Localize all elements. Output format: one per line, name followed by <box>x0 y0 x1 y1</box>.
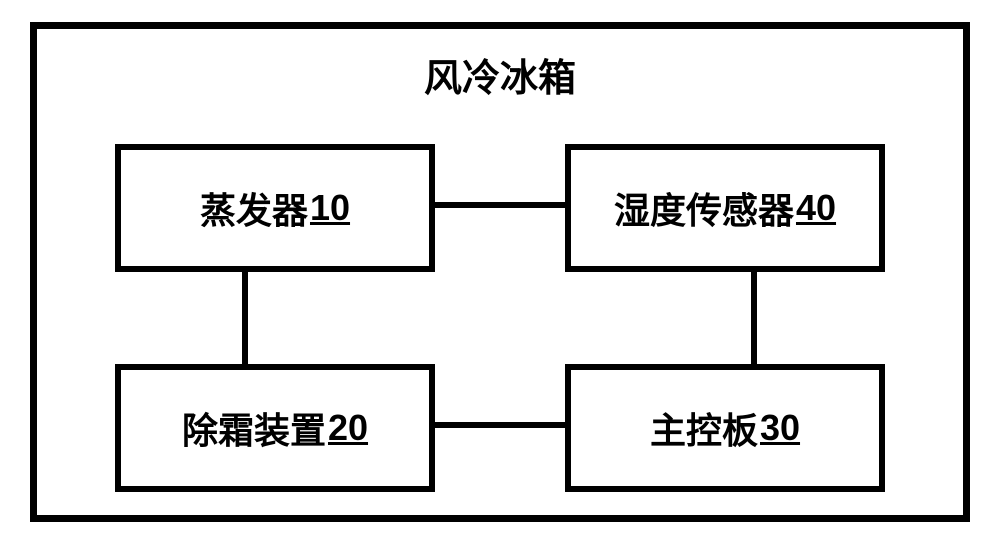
node-humidity-sensor: 湿度传感器40 <box>565 144 885 272</box>
edge-right-vertical <box>751 272 757 364</box>
node-label: 湿度传感器 <box>614 182 794 234</box>
system-diagram-container: 风冷冰箱 蒸发器10 湿度传感器40 除霜装置20 主控板30 <box>30 22 970 522</box>
node-label: 主控板 <box>650 402 758 454</box>
node-label: 除霜装置 <box>182 402 326 454</box>
node-main-control-board: 主控板30 <box>565 364 885 492</box>
node-number: 20 <box>328 407 368 449</box>
edge-left-vertical <box>242 272 248 364</box>
diagram-title: 风冷冰箱 <box>37 29 963 102</box>
node-number: 30 <box>760 407 800 449</box>
diagram-area: 蒸发器10 湿度传感器40 除霜装置20 主控板30 <box>37 112 963 518</box>
node-number: 10 <box>310 187 350 229</box>
node-number: 40 <box>796 187 836 229</box>
edge-bottom-horizontal <box>435 422 565 428</box>
node-evaporator: 蒸发器10 <box>115 144 435 272</box>
node-label: 蒸发器 <box>200 182 308 234</box>
node-defrost-device: 除霜装置20 <box>115 364 435 492</box>
edge-top-horizontal <box>435 202 565 208</box>
